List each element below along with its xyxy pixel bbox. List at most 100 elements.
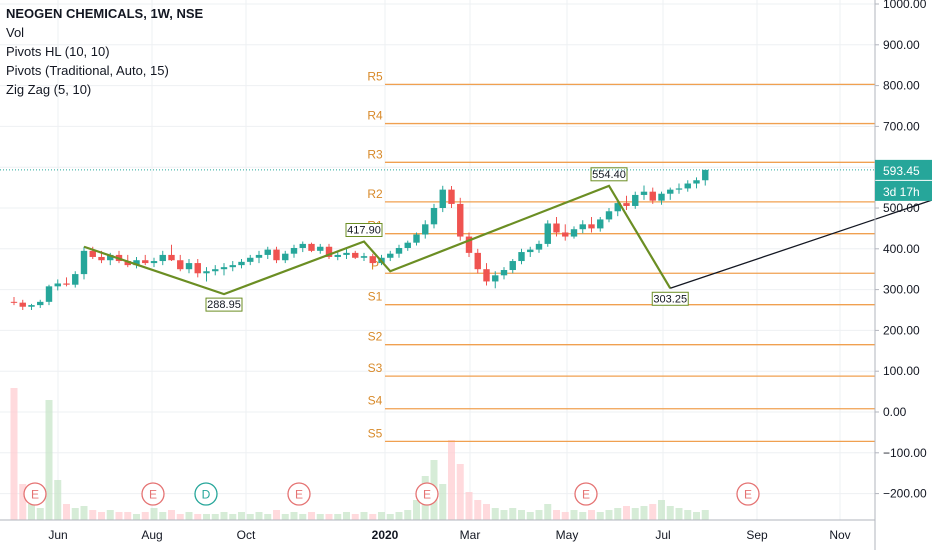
price-tick-label: −200.00	[883, 487, 927, 501]
event-label: E	[423, 488, 431, 502]
event-circle	[23, 482, 47, 506]
candle-body	[544, 223, 551, 244]
volume-bar	[378, 512, 385, 520]
legend-zigzag[interactable]: Zig Zag (5, 10)	[6, 82, 92, 97]
volume-bar	[456, 464, 464, 520]
candle-body	[273, 249, 280, 261]
volume-bar	[605, 510, 613, 520]
event-circle	[736, 482, 760, 506]
volume-bar	[98, 512, 105, 520]
time-tick-label: Oct	[237, 528, 256, 542]
volume-bar	[561, 512, 569, 520]
volume-bar	[623, 506, 630, 520]
candle-body	[439, 189, 446, 208]
volume-bar	[649, 504, 657, 520]
volume-bar	[185, 512, 193, 520]
earnings-marker[interactable]: E	[23, 482, 47, 506]
zigzag-label: 554.40	[592, 169, 626, 181]
volume-bar	[115, 512, 123, 520]
volume-bar	[229, 514, 237, 520]
candle-body	[63, 283, 70, 285]
event-label: D	[202, 488, 211, 502]
volume-bar	[369, 514, 377, 520]
earnings-marker[interactable]: E	[141, 482, 165, 506]
earnings-marker[interactable]: E	[574, 482, 598, 506]
candle-body	[282, 253, 289, 261]
candle-body	[422, 224, 429, 235]
volume-bar	[535, 510, 543, 520]
candle-body	[247, 257, 254, 262]
volume-bar	[246, 514, 254, 520]
candle-body	[605, 211, 613, 220]
volume-bar	[71, 508, 79, 520]
candle-body	[238, 261, 245, 266]
volume-bar	[465, 492, 473, 520]
candle-body	[492, 275, 499, 282]
earnings-marker[interactable]: E	[736, 482, 760, 506]
volume-bar	[351, 514, 359, 520]
dividend-marker[interactable]: D	[194, 482, 218, 506]
current-price-badge	[875, 159, 932, 180]
candle-body	[474, 252, 481, 270]
candle-body	[649, 191, 656, 201]
earnings-marker[interactable]: E	[415, 482, 439, 506]
earnings-marker[interactable]: E	[287, 482, 311, 506]
legend-pivots-traditional[interactable]: Pivots (Traditional, Auto, 15)	[6, 63, 169, 78]
candle-body	[535, 243, 543, 250]
candle-body	[229, 265, 236, 268]
volume-bar	[63, 504, 70, 520]
volume-bar	[395, 512, 403, 520]
candle-body	[588, 224, 595, 229]
volume-bar	[343, 512, 350, 520]
candle-body	[667, 189, 674, 194]
candle-body	[80, 250, 88, 275]
volume-bar	[150, 508, 158, 520]
volume-bar	[439, 484, 447, 520]
event-circle	[194, 482, 218, 506]
time-tick-label: Nov	[829, 528, 850, 542]
event-circle	[415, 482, 439, 506]
volume-bars	[10, 388, 709, 520]
legend-title[interactable]: NEOGEN CHEMICALS, 1W, NSE	[6, 6, 204, 21]
volume-bar	[89, 510, 97, 520]
candle-body	[570, 229, 578, 237]
countdown-text: 3d 17h	[883, 185, 920, 199]
candle-body	[562, 232, 569, 237]
volume-bar	[701, 510, 709, 520]
candle-body	[500, 270, 508, 276]
volume-bar	[526, 512, 534, 520]
volume-bar	[579, 512, 587, 520]
zigzag-label-box	[590, 167, 628, 182]
pivot-label: R4	[367, 109, 383, 123]
candle-body	[658, 193, 665, 201]
volume-bar	[404, 510, 412, 520]
event-label: E	[582, 488, 590, 502]
price-tick-label: 300.00	[883, 283, 920, 297]
candle-body	[177, 260, 184, 270]
legend-vol[interactable]: Vol	[6, 25, 25, 40]
candle-body	[98, 256, 105, 261]
pivot-label: S4	[368, 394, 383, 408]
volume-bar	[203, 514, 210, 520]
candle-body	[150, 261, 158, 264]
volume-bar	[684, 510, 692, 520]
event-circle	[574, 482, 598, 506]
volume-bar	[141, 512, 149, 520]
pivot-levels: R5R4R3R2R1PS1S2S3S4S5	[367, 69, 875, 443]
candle-body	[334, 254, 341, 257]
volume-bar	[483, 504, 490, 520]
candle-body	[72, 274, 79, 285]
legend-pivots-hl[interactable]: Pivots HL (10, 10)	[6, 44, 110, 59]
candle-body	[413, 234, 420, 243]
pivot-label: S5	[368, 426, 383, 440]
candle-body	[483, 269, 490, 282]
volume-bar	[675, 508, 683, 520]
time-tick-label: Mar	[460, 528, 481, 542]
event-label: E	[31, 488, 39, 502]
volume-bar	[238, 512, 245, 520]
volume-bar	[316, 514, 324, 520]
volume-bar	[211, 514, 219, 520]
